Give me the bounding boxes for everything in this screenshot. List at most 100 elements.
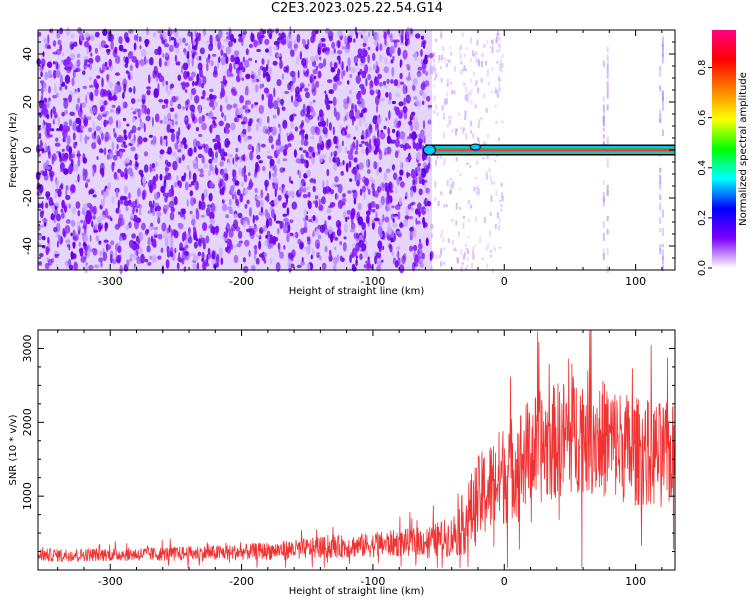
noise-speckle: [348, 153, 354, 161]
noise-speckle: [240, 113, 243, 120]
noise-speckle: [279, 220, 283, 230]
noise-speckle: [38, 261, 42, 266]
noise-speckle: [186, 98, 190, 105]
noise-speckle: [61, 111, 65, 117]
noise-speckle: [355, 62, 358, 66]
noise-speckle: [305, 160, 309, 165]
noise-speckle: [410, 124, 414, 132]
noise-speckle: [353, 116, 356, 122]
faint-speckle: [460, 248, 463, 256]
noise-speckle: [77, 210, 81, 217]
faint-speckle: [477, 59, 480, 67]
noise-speckle: [267, 243, 272, 250]
faint-speckle: [492, 268, 494, 273]
noise-speckle: [281, 106, 286, 111]
noise-speckle: [217, 176, 220, 185]
noise-speckle: [413, 121, 420, 131]
noise-speckle: [390, 214, 393, 220]
noise-speckle: [36, 191, 42, 196]
noise-speckle: [391, 66, 395, 77]
noise-speckle: [131, 233, 136, 239]
faint-speckle: [491, 180, 494, 185]
noise-speckle: [139, 121, 145, 129]
noise-speckle: [170, 36, 175, 41]
noise-speckle: [286, 207, 290, 216]
noise-speckle: [220, 83, 225, 93]
noise-speckle: [307, 200, 312, 210]
noise-speckle: [181, 81, 186, 91]
noise-speckle: [422, 217, 426, 225]
faint-speckle: [442, 46, 445, 51]
noise-speckle: [261, 93, 265, 101]
noise-speckle: [104, 61, 108, 67]
noise-speckle: [69, 53, 76, 61]
noise-speckle: [415, 172, 418, 177]
faint-speckle: [464, 251, 467, 256]
noise-speckle: [304, 87, 309, 92]
noise-speckle: [310, 125, 316, 135]
faint-speckle: [455, 221, 458, 226]
noise-speckle: [267, 59, 270, 66]
noise-speckle: [199, 234, 203, 239]
noise-speckle: [70, 191, 73, 195]
noise-speckle: [254, 188, 258, 193]
noise-speckle: [225, 223, 231, 232]
noise-speckle: [353, 197, 357, 205]
faint-speckle: [440, 32, 443, 39]
noise-speckle: [238, 166, 241, 177]
noise-speckle: [344, 48, 350, 54]
noise-speckle: [109, 136, 111, 141]
faint-speckle: [489, 254, 492, 258]
faint-speckle: [470, 58, 472, 62]
noise-speckle: [73, 91, 78, 95]
noise-speckle: [300, 158, 306, 164]
noise-speckle: [363, 192, 366, 200]
noise-speckle: [411, 201, 416, 205]
faint-speckle: [434, 67, 437, 73]
noise-speckle: [383, 125, 387, 130]
faint-speckle: [458, 187, 461, 191]
faint-speckle: [501, 53, 504, 58]
noise-speckle: [191, 57, 194, 67]
faint-speckle: [606, 248, 609, 256]
noise-speckle: [232, 90, 238, 96]
noise-speckle: [81, 232, 86, 236]
noise-speckle: [255, 164, 261, 173]
faint-speckle: [659, 248, 662, 255]
noise-speckle: [240, 38, 244, 47]
noise-speckle: [107, 215, 112, 220]
noise-speckle: [202, 143, 206, 149]
noise-speckle: [327, 100, 333, 104]
noise-speckle: [391, 205, 395, 209]
faint-speckle: [474, 244, 477, 247]
noise-speckle: [170, 83, 174, 88]
faint-speckle: [436, 112, 439, 116]
noise-speckle: [398, 101, 404, 107]
noise-speckle: [183, 231, 187, 241]
faint-speckle: [462, 255, 465, 260]
noise-speckle: [127, 199, 132, 206]
noise-speckle: [377, 260, 382, 267]
noise-speckle: [55, 202, 59, 207]
noise-speckle: [244, 59, 250, 68]
x-tick-label: -200: [229, 275, 254, 288]
noise-speckle: [277, 97, 280, 103]
faint-speckle: [659, 182, 662, 190]
noise-speckle: [318, 204, 324, 211]
noise-speckle: [118, 235, 123, 242]
faint-speckle: [492, 39, 494, 47]
noise-speckle: [254, 215, 259, 221]
noise-speckle: [394, 39, 400, 43]
noise-speckle: [202, 32, 206, 37]
faint-speckle: [602, 199, 605, 207]
noise-speckle: [424, 208, 430, 212]
noise-speckle: [379, 218, 383, 226]
noise-speckle: [230, 122, 236, 131]
noise-speckle: [193, 163, 199, 170]
noise-speckle: [93, 107, 96, 114]
faint-speckle: [470, 130, 472, 134]
noise-speckle: [293, 43, 299, 49]
noise-speckle: [225, 122, 231, 129]
faint-speckle: [659, 66, 662, 77]
noise-speckle: [94, 223, 98, 231]
